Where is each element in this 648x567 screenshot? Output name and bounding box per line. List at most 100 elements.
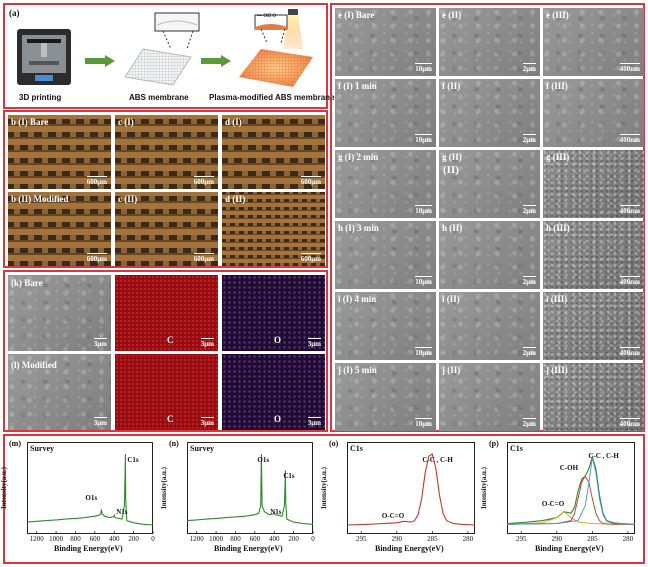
label-c1: c (I) xyxy=(118,117,134,127)
optical-image-c2: c (II) 600μm xyxy=(115,192,218,266)
xps-chart-3: (p) C1s Intensity(a.u.) Binding Energy(eV) 2… xyxy=(480,436,639,562)
xps-xtick-2-3: 280 xyxy=(462,535,474,543)
sem-label-0-0: e (I) Bare xyxy=(338,10,375,20)
xps-xlabel-0: Binding Energy(eV) xyxy=(54,544,123,553)
sem-scale-4-0: 10μm xyxy=(415,347,432,357)
xps-title-2: C1s xyxy=(350,444,363,453)
sem-scale-5-1: 2μm xyxy=(523,418,536,428)
edx-oxygen-modified: O 3μm xyxy=(222,354,325,430)
sem-label-0-2: e (III) xyxy=(546,10,569,20)
panel-a-label: (a) xyxy=(9,8,20,18)
label-b1: b (I) Bare xyxy=(11,117,49,127)
xps-series-3-3 xyxy=(506,457,636,525)
sem-scale-3-2: 400nm xyxy=(620,276,640,286)
xps-xtick-3-0: 295 xyxy=(515,535,527,543)
xps-xtick-1-4: 400 xyxy=(268,535,280,543)
scale-l3: 3μm xyxy=(308,417,321,427)
xps-svg-3 xyxy=(506,455,636,534)
sem-scale-5-2: 400nm xyxy=(620,418,640,428)
sem-image-4-2: i (III) 400nm xyxy=(543,292,644,360)
scale-k3: 3μm xyxy=(308,338,321,348)
xps-series-0-0 xyxy=(26,453,154,526)
scale-d2: 600μm xyxy=(301,253,321,263)
xps-peak-label-1-1: C1s xyxy=(283,472,295,480)
sem-label-3-0: h (I) 3 min xyxy=(338,223,379,233)
xps-panel-label-1: (n) xyxy=(169,439,179,448)
xps-xtick-2-1: 290 xyxy=(391,535,403,543)
label-k-o: O xyxy=(274,335,282,345)
panel-kl-box: (k) Bare 3μm C 3μm O 3μm (l) Modified 3μ… xyxy=(3,270,328,432)
xps-peak-label-3-1: C-OH xyxy=(559,464,579,472)
sem-scale-2-1: 2μm xyxy=(523,205,536,215)
sem-scale-1-1: 2μm xyxy=(523,134,536,144)
xps-row: (m) Survey Intensity(a.u.) Binding Energy(e… xyxy=(0,436,643,562)
xps-series-3-2 xyxy=(506,475,635,525)
sem-label-1-2: f (III) xyxy=(546,81,568,91)
xps-peak-label-2-0: C-C , C-H xyxy=(422,456,453,464)
printer-icon xyxy=(17,29,71,85)
xps-peak-label-3-0: C-C , C-H xyxy=(588,452,619,460)
edx-oxygen-bare: O 3μm xyxy=(222,275,325,351)
xps-xtick-1-3: 600 xyxy=(249,535,261,543)
scale-l2: 3μm xyxy=(201,417,214,427)
sem-scale-2-2: 400nm xyxy=(620,205,640,215)
xps-plot-frame-0 xyxy=(27,442,153,534)
xps-xtick-3-2: 285 xyxy=(587,535,598,543)
edx-sem-bare: (k) Bare 3μm xyxy=(8,275,111,351)
zoom-inset-2 xyxy=(254,14,288,44)
edx-sem-modified: (l) Modified 3μm xyxy=(8,354,111,430)
sem-scale-4-1: 2μm xyxy=(523,347,536,357)
sem-image-3-1: h (II) 2μm xyxy=(439,221,540,289)
sem-image-5-1: j (II) 2μm xyxy=(439,363,540,431)
sem-label-5-0: j (I) 5 min xyxy=(338,365,377,375)
xps-series-1-0 xyxy=(186,453,314,525)
zoom-inset-1 xyxy=(154,12,200,50)
sem-image-2-1: g (II) (II) 2μm xyxy=(439,150,540,218)
sem-image-1-1: f (II) 2μm xyxy=(439,79,540,147)
scale-c2: 600μm xyxy=(194,253,214,263)
xps-plot-frame-3 xyxy=(507,442,635,534)
xps-chart-2: (o) C1s Intensity(a.u.) Binding Energy(eV) 2… xyxy=(320,436,479,562)
sem-label-2-1: g (II) xyxy=(442,152,462,162)
sem-grid: e (I) Bare 10μm e (II) 2μm e (III) 400nm f (I)… xyxy=(332,5,644,431)
panel-xps-box: (m) Survey Intensity(a.u.) Binding Energy(e… xyxy=(0,434,645,564)
sem-image-0-0: e (I) Bare 10μm xyxy=(335,8,436,76)
optical-image-c1: c (I) 600μm xyxy=(115,115,218,189)
sem-label-5-2: j (III) xyxy=(546,365,568,375)
sem-scale-0-2: 400nm xyxy=(620,63,640,73)
label-d2: d (II) xyxy=(225,194,246,204)
step-label-3d-printing: 3D printing xyxy=(19,93,62,102)
arrow-icon-2 xyxy=(201,55,231,67)
xps-xtick-1-6: 0 xyxy=(311,535,315,543)
abs-membrane-icon xyxy=(124,48,192,86)
scale-k1: 3μm xyxy=(94,338,107,348)
xps-svg-0 xyxy=(26,453,154,534)
sem-label-2-0: g (I) 2 min xyxy=(338,152,379,162)
xps-peak-label-1-2: N1s xyxy=(270,508,282,516)
optical-image-d1: d (I) 600μm xyxy=(222,115,325,189)
panel-bcd-box: b (I) Bare 600μm c (I) 600μm d (I) 600μm… xyxy=(3,110,328,268)
sem-label-5-1: j (II) xyxy=(442,365,461,375)
sem-scale-4-2: 400nm xyxy=(620,347,640,357)
xps-panel-label-0: (m) xyxy=(9,439,21,448)
sem-label-1-0: f (I) 1 min xyxy=(338,81,377,91)
sem-image-2-2: g (III) 400nm xyxy=(543,150,644,218)
xps-peak-label-2-1: O-C=O xyxy=(381,512,405,520)
sem-scale-1-0: 10μm xyxy=(415,134,432,144)
sem-image-0-2: e (III) 400nm xyxy=(543,8,644,76)
xps-xtick-0-2: 800 xyxy=(70,535,81,543)
optical-image-d2: d (II) 600μm xyxy=(222,192,325,266)
xps-chart-1: (n) Survey Intensity(a.u.) Binding Energy(e… xyxy=(160,436,317,562)
step-label-plasma-membrane: Plasma-modified ABS membrane xyxy=(209,93,335,102)
xps-panel-label-3: (p) xyxy=(489,439,499,448)
label-k-c: C xyxy=(167,335,174,345)
sem-image-0-1: e (II) 2μm xyxy=(439,8,540,76)
sem-image-2-0: g (I) 2 min 10μm xyxy=(335,150,436,218)
scale-d1: 600μm xyxy=(301,176,321,186)
xps-ylabel-0: Intensity(a.u.) xyxy=(0,466,9,510)
optical-image-b2: b (II) Modified 600μm xyxy=(8,192,111,266)
xps-xtick-1-0: 1200 xyxy=(189,535,204,543)
xps-xtick-2-2: 285 xyxy=(427,535,438,543)
xps-title-3: C1s xyxy=(510,444,523,453)
label-b2: b (II) Modified xyxy=(11,194,69,204)
